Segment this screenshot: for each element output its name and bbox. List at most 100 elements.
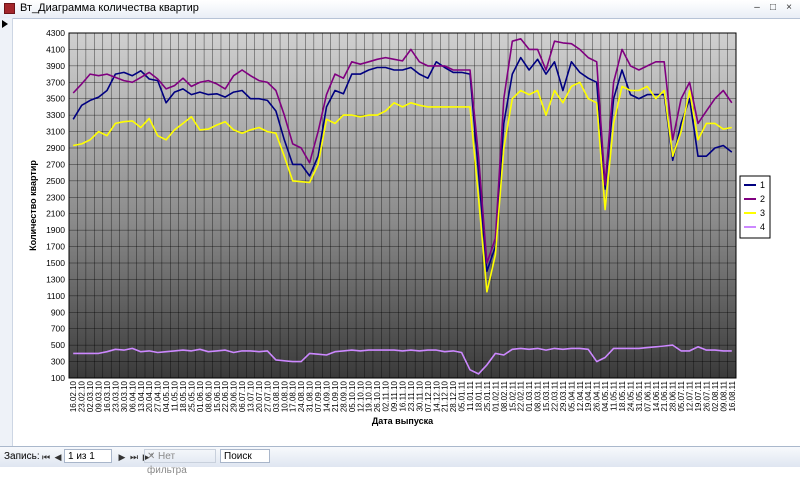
y-tick-label: 2900 [46, 143, 65, 153]
y-tick-label: 1900 [46, 225, 65, 235]
x-tick-label: 17.08.10 [289, 380, 298, 412]
x-tick-label: 01.03.11 [525, 380, 534, 411]
x-tick-label: 06.07.10 [238, 380, 247, 412]
x-tick-label: 25.01.11 [483, 380, 492, 411]
y-tick-label: 3700 [46, 77, 65, 87]
line-chart: 100 300 500 700 900 1100 1300 1500 1700 1900 2100 2… [28, 28, 771, 426]
x-tick-label: 21.06.11 [660, 380, 669, 411]
minimize-button[interactable]: – [754, 2, 760, 13]
x-tick-label: 18.05.11 [618, 380, 627, 411]
filter-indicator[interactable]: ✕ Нет фильтра [144, 449, 216, 476]
y-tick-label: 2300 [46, 192, 65, 202]
x-tick-label: 02.08.11 [711, 380, 720, 411]
app-icon [4, 3, 15, 14]
x-tick-label: 15.02.11 [508, 380, 517, 411]
x-tick-label: 15.03.11 [542, 380, 551, 411]
y-tick-label: 300 [51, 357, 65, 367]
legend-label-4: 4 [760, 222, 765, 232]
x-tick-label: 02.11.10 [382, 380, 391, 411]
y-tick-label: 3900 [46, 61, 65, 71]
record-label: Запись: [4, 451, 40, 462]
x-tick-label: 24.05.11 [626, 380, 635, 411]
y-tick-label: 700 [51, 324, 65, 334]
x-tick-label: 05.10.10 [348, 380, 357, 412]
x-tick-label: 18.05.10 [179, 380, 188, 412]
record-selector[interactable] [0, 18, 13, 446]
y-tick-label: 3500 [46, 94, 65, 104]
x-tick-label: 26.07.11 [702, 380, 711, 411]
current-record-arrow-icon [2, 20, 8, 28]
y-tick-label: 500 [51, 340, 65, 350]
x-tick-label: 07.06.11 [643, 380, 652, 411]
y-tick-label: 1700 [46, 242, 65, 252]
x-tick-label: 05.07.11 [677, 380, 686, 411]
legend-label-3: 3 [760, 208, 765, 218]
y-tick-label: 900 [51, 307, 65, 317]
x-tick-label: 16.11.10 [399, 380, 408, 411]
first-record-button[interactable]: ⏮ [41, 452, 51, 462]
y-tick-label: 2700 [46, 159, 65, 169]
x-tick-label: 23.02.10 [78, 380, 87, 412]
maximize-button[interactable]: □ [769, 2, 777, 13]
x-tick-label: 28.09.10 [339, 380, 348, 412]
x-tick-label: 29.03.11 [559, 380, 568, 411]
x-tick-label: 08.03.11 [534, 380, 543, 411]
series-line-3 [73, 81, 732, 293]
series-line-4 [73, 344, 732, 375]
series-line-1 [72, 56, 733, 272]
x-tick-label: 19.04.11 [584, 380, 593, 411]
plot-area [68, 32, 737, 379]
y-tick-label: 1500 [46, 258, 65, 268]
record-position-field[interactable]: 1 из 1 [64, 449, 112, 463]
x-tick-label: 26.10.10 [373, 380, 382, 412]
y-tick-label: 4100 [46, 44, 65, 54]
y-tick-label: 3300 [46, 110, 65, 120]
x-tick-label: 29.06.10 [230, 380, 239, 412]
x-tick-label: 01.06.10 [196, 380, 205, 412]
x-tick-label: 27.07.10 [263, 380, 272, 412]
y-tick-label: 100 [51, 373, 65, 383]
x-tick-label: 06.04.10 [128, 380, 137, 412]
last-record-button[interactable]: ⏭ [129, 452, 139, 462]
x-tick-label: 11.05.11 [610, 380, 619, 411]
x-tick-label: 16.02.10 [69, 380, 78, 412]
y-tick-label: 4300 [46, 28, 65, 38]
x-tick-label: 28.06.11 [669, 380, 678, 411]
x-tick-label: 24.08.10 [297, 380, 306, 412]
record-navigation-bar: Запись: ⏮ ◀ 1 из 1 ▶ ⏭ ▶* ✕ Нет фильтра П… [0, 446, 800, 476]
x-tick-label: 14.06.11 [652, 380, 661, 411]
x-tick-label: 14.09.10 [323, 380, 332, 412]
y-tick-label: 1300 [46, 274, 65, 284]
close-button[interactable]: × [786, 2, 792, 13]
x-tick-label: 11.05.10 [171, 380, 180, 411]
x-tick-label: 05.01.11 [458, 380, 467, 411]
previous-record-button[interactable]: ◀ [54, 452, 62, 462]
x-tick-label: 09.08.11 [719, 380, 728, 411]
new-record-button[interactable]: ▶* [142, 452, 154, 462]
next-record-button[interactable]: ▶ [118, 452, 126, 462]
search-input[interactable]: Поиск [220, 449, 270, 463]
x-tick-label: 18.01.11 [474, 380, 483, 411]
x-tick-label: 30.03.10 [120, 380, 129, 412]
x-axis-label: Дата выпуска [372, 416, 434, 426]
x-tick-label: 28.12.10 [449, 380, 458, 412]
y-tick-label: 2500 [46, 176, 65, 186]
x-tick-label: 07.12.10 [424, 380, 433, 412]
x-tick-label: 08.06.10 [204, 380, 213, 412]
x-tick-label: 15.06.10 [213, 380, 222, 412]
x-tick-label: 16.03.10 [103, 380, 112, 412]
x-tick-label: 01.02.11 [491, 380, 500, 411]
x-tick-label: 02.03.10 [86, 380, 95, 412]
legend-label-2: 2 [760, 194, 765, 204]
x-tick-label: 16.08.11 [728, 380, 737, 411]
x-tick-label: 19.10.10 [365, 380, 374, 412]
x-tick-label: 13.04.10 [137, 380, 146, 412]
x-tick-label: 31.05.11 [635, 380, 644, 411]
x-tick-label: 04.05.10 [162, 380, 171, 412]
x-tick-label: 05.04.11 [567, 380, 576, 411]
window-title: Вт_Диаграмма количества квартир [20, 2, 199, 14]
x-tick-label: 04.05.11 [601, 380, 610, 411]
x-tick-label: 26.04.11 [593, 380, 602, 411]
chart-container: 100 300 500 700 900 1100 1300 1500 1700 1900 2100 2… [14, 18, 800, 446]
x-tick-label: 12.07.11 [686, 380, 695, 411]
